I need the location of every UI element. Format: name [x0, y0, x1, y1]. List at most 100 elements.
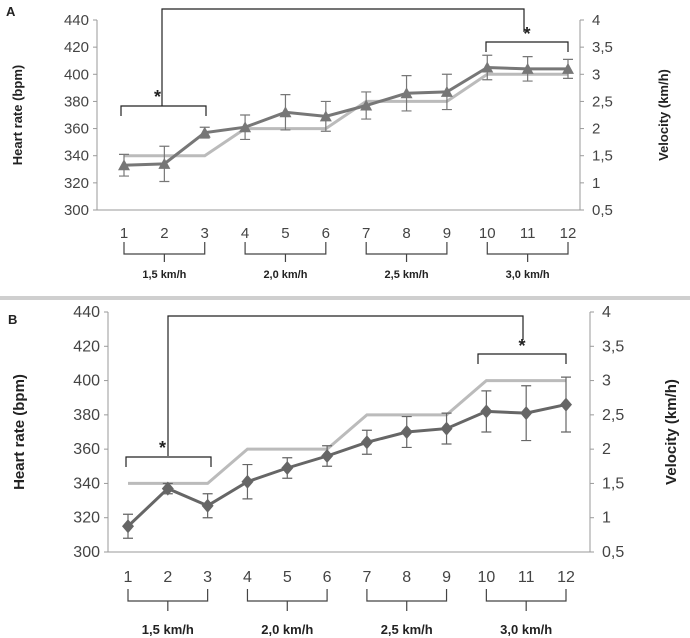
heart-rate-point — [122, 519, 134, 534]
x-tick-label: 11 — [520, 225, 536, 242]
stage-label: 2,0 km/h — [261, 622, 313, 637]
heart-rate-point — [400, 87, 413, 99]
heart-rate-point — [281, 461, 294, 475]
y2-tick-label: 4 — [602, 304, 611, 321]
heart-rate-point — [360, 435, 373, 450]
stage-label: 3,0 km/h — [500, 622, 552, 637]
y2-tick-label: 1 — [602, 510, 611, 527]
heart-rate-point — [201, 498, 214, 513]
significance-bracket — [477, 353, 567, 364]
stage-label: 1,5 km/h — [142, 269, 186, 281]
heart-rate-point — [560, 397, 572, 412]
heart-rate-point — [319, 110, 332, 122]
x-tick-label: 10 — [477, 569, 495, 586]
x-tick-label: 3 — [201, 225, 209, 242]
panel-letter: B — [8, 312, 17, 327]
y2-tick-label: 3,5 — [592, 39, 613, 56]
x-tick-label: 9 — [442, 569, 451, 586]
x-tick-label: 7 — [362, 225, 370, 242]
y2-tick-label: 1,5 — [602, 475, 624, 492]
stage-label: 3,0 km/h — [506, 269, 550, 281]
x-tick-label: 5 — [283, 569, 292, 586]
y-tick-label: 420 — [64, 39, 89, 56]
y-tick-label: 320 — [64, 175, 89, 192]
y2-tick-label: 3 — [592, 66, 600, 83]
y-tick-label: 300 — [64, 202, 89, 219]
stage-bracket — [486, 242, 569, 262]
y2-tick-label: 0,5 — [592, 202, 613, 219]
significance-bracket — [125, 456, 212, 467]
heart-rate-point — [239, 121, 252, 133]
y-tick-label: 340 — [64, 148, 89, 165]
y2-tick-label: 4 — [592, 12, 600, 29]
heart-rate-point — [198, 126, 211, 138]
x-tick-label: 10 — [479, 225, 496, 242]
x-tick-label: 4 — [241, 225, 249, 242]
velocity-line — [124, 72, 568, 158]
x-tick-label: 12 — [560, 225, 577, 242]
stage-bracket — [366, 589, 448, 611]
significance-bracket — [485, 41, 569, 52]
y-axis-title: Heart rate (bpm) — [11, 374, 28, 490]
y2-axis-title: Velocity (km/h) — [656, 69, 671, 161]
significance-star: * — [518, 336, 525, 356]
significance-bracket — [120, 105, 207, 116]
heart-rate-point — [440, 421, 453, 436]
heart-rate-line — [123, 65, 568, 167]
x-tick-label: 6 — [323, 569, 332, 586]
x-tick-label: 8 — [402, 225, 410, 242]
heart-rate-point — [321, 449, 334, 463]
stage-label: 2,0 km/h — [263, 269, 307, 281]
y-tick-label: 360 — [73, 441, 100, 458]
panel-b: B 300 320 340 360 380 400 420 440 0,5 1 1,5 2 2,5 3 3,5… — [8, 304, 680, 637]
x-tick-label: 1 — [120, 225, 128, 242]
heart-rate-point — [562, 62, 574, 74]
y2-tick-label: 0,5 — [602, 544, 624, 561]
panel-letter: A — [6, 4, 16, 19]
stage-bracket — [123, 242, 206, 262]
y2-tick-label: 2 — [592, 121, 600, 138]
x-tick-label: 7 — [362, 569, 371, 586]
heart-rate-point — [480, 404, 493, 419]
heart-rate-point — [521, 62, 534, 74]
y-tick-label: 400 — [73, 373, 100, 390]
y2-tick-label: 3,5 — [602, 338, 624, 355]
significance-star: * — [159, 438, 166, 458]
stage-label: 2,5 km/h — [385, 269, 429, 281]
x-tick-label: 9 — [443, 225, 451, 242]
x-tick-label: 1 — [124, 569, 133, 586]
x-tick-label: 2 — [160, 225, 168, 242]
y2-tick-label: 2,5 — [592, 93, 613, 110]
y2-tick-label: 2 — [602, 441, 611, 458]
y2-tick-label: 2,5 — [602, 407, 624, 424]
heart-rate-point — [520, 406, 533, 421]
y-tick-label: 360 — [64, 121, 89, 138]
y2-axis-title: Velocity (km/h) — [663, 379, 680, 485]
significance-connector — [167, 315, 524, 456]
stage-label: 2,5 km/h — [381, 622, 433, 637]
stage-bracket — [365, 242, 448, 262]
heart-rate-point — [279, 106, 292, 118]
heart-rate-line — [126, 403, 567, 528]
stage-bracket — [244, 242, 327, 262]
stage-bracket — [246, 589, 328, 611]
significance-star: * — [523, 24, 530, 44]
y-axis-title: Heart rate (bpm) — [10, 65, 25, 165]
x-tick-label: 2 — [163, 569, 172, 586]
y-tick-label: 380 — [64, 93, 89, 110]
y2-tick-label: 3 — [602, 373, 611, 390]
panel-a: A 300 320 340 360 380 400 420 440 0,5 1 1,5 2 2,5 3 3,5… — [6, 4, 671, 281]
x-tick-label: 12 — [557, 569, 575, 586]
x-tick-label: 6 — [322, 225, 330, 242]
x-tick-label: 8 — [402, 569, 411, 586]
x-tick-label: 4 — [243, 569, 252, 586]
heart-rate-point — [400, 425, 413, 439]
heart-rate-point — [481, 61, 494, 73]
y-tick-label: 420 — [73, 338, 100, 355]
y-tick-label: 300 — [73, 544, 100, 561]
stage-bracket — [485, 589, 567, 611]
y-tick-label: 440 — [73, 304, 100, 321]
heart-rate-point — [158, 157, 171, 169]
heart-rate-point — [241, 474, 254, 489]
